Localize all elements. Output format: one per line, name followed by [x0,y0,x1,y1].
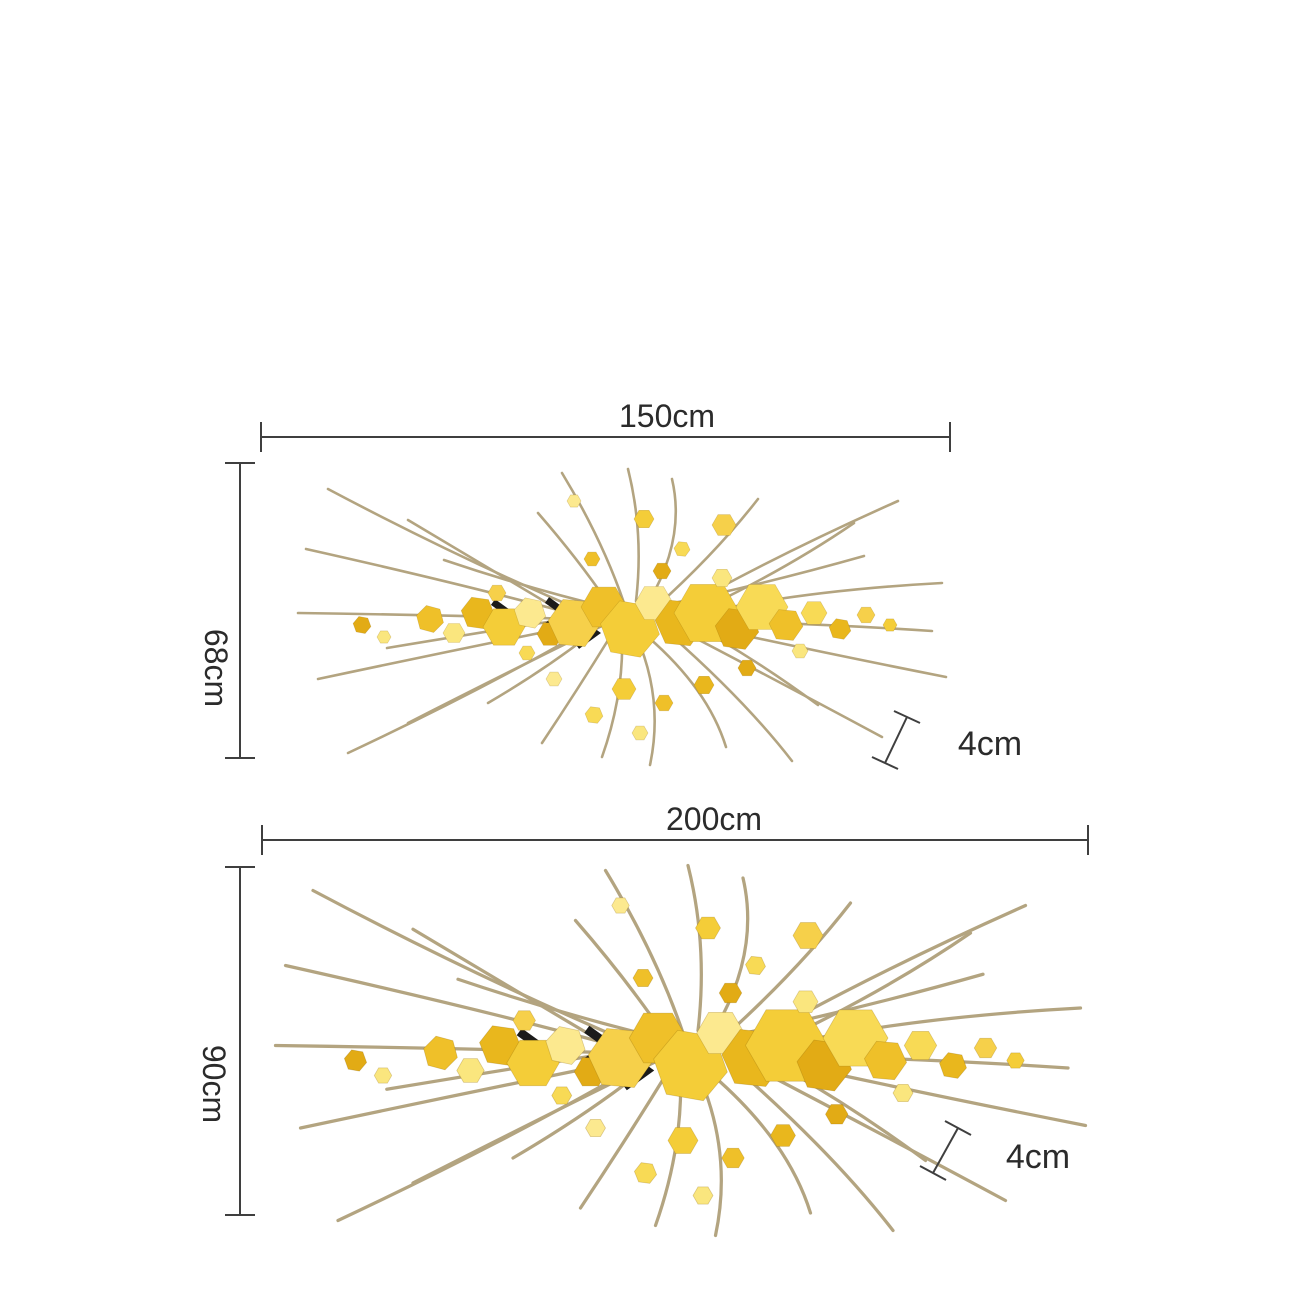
hexagon-mirror [693,676,715,694]
size2-depth-label: 4cm [1005,1138,1071,1176]
hexagon-mirror [792,922,824,949]
hexagon-mirror [512,1010,536,1031]
start-tick [893,710,921,724]
size1-depth-label: 4cm [957,725,1023,763]
hexagon-mirror [737,659,757,677]
wire-stem [748,1063,1008,1203]
hexagon-mirror [373,1067,393,1084]
wire-stem [711,1073,813,1215]
hexagon-mirror [566,494,582,508]
hexagon-mirror [770,1124,796,1147]
size1-depth-dimension [871,710,921,770]
hexagon-mirror [343,1049,368,1072]
hexagon-mirror [584,706,604,724]
hexagon-mirror [828,618,852,640]
hexagon-mirror [692,1186,714,1205]
wire-stem [721,901,853,1040]
hexagon-mirror [939,1052,967,1079]
dimension-line [932,1127,959,1174]
hexagon-mirror [882,618,898,632]
size1-height-label: 68cm [198,628,234,708]
end-tick [871,756,899,770]
hexagon-mirror [652,562,672,580]
end-tick [919,1165,947,1181]
wire-stem [646,635,728,749]
hexagon-mirror [745,955,766,976]
hexagon-mirror [973,1037,998,1059]
hexagon-mirror [376,630,392,644]
wire-stem [326,487,594,617]
size1-height-dimension [225,462,255,759]
hexagon-mirror [856,606,876,624]
wire-stem [654,497,760,609]
wall-art-size1-illustration [296,467,948,767]
wire-stem [311,888,645,1050]
start-tick [944,1120,972,1136]
size2-height-label: 90cm [196,1044,232,1124]
size1-width-label: 150cm [618,398,716,434]
wire-stem [626,467,640,603]
hexagon-mirror [800,601,828,625]
wire-stem [603,868,685,1035]
hexagon-mirror [768,609,804,641]
hexagon-mirror [718,982,743,1004]
wire-stem [411,927,610,1048]
size2-height-dimension [225,866,255,1216]
hexagon-mirror [711,514,737,536]
hexagon-mirror [721,1147,745,1169]
hexagon-mirror [551,1086,573,1105]
hexagon-mirror [456,1058,485,1083]
hexagon-mirror [513,597,547,629]
wire-stem [283,963,635,1053]
hexagon-mirror [545,671,563,687]
hexagon-mirror [487,584,507,602]
wire-stem [711,876,750,1035]
size2-width-label: 200cm [665,801,763,837]
dimension-line [884,716,908,764]
hexagon-mirror [673,541,691,557]
wire-stem [686,863,703,1033]
hexagon-mirror [825,1104,849,1125]
hexagon-mirror [423,1035,458,1071]
size2-depth-dimension [919,1120,972,1181]
hexagon-mirror [518,645,536,661]
hexagon-mirror [654,694,674,712]
wire-stem [578,1073,668,1210]
wire-stem [560,471,626,605]
hexagon-mirror [792,990,819,1013]
hexagon-mirror [633,509,655,528]
wire-stem [646,477,678,605]
hexagon-mirror [416,605,444,633]
hexagon-mirror [711,569,733,587]
wire-stem [676,627,884,739]
hexagon-mirror [903,1030,938,1061]
hexagon-mirror [611,678,637,700]
wire-stem [662,627,794,763]
hexagon-mirror [863,1040,908,1081]
hexagon-mirror [442,623,466,643]
hexagon-mirror [583,551,601,567]
hexagon-mirror [631,725,649,741]
hexagon-mirror [545,1026,586,1065]
hexagon-mirror [632,968,654,988]
hexagon-mirror [892,1084,914,1102]
size2-width-dimension [261,825,1089,855]
hexagon-mirror [585,1119,606,1137]
hexagon-mirror [352,616,372,634]
size1-width-dimension [260,422,951,452]
hexagon-mirror [667,1127,699,1154]
hexagon-mirror [791,643,809,659]
hexagon-mirror [506,1039,560,1087]
wire-stem [731,1063,895,1233]
hexagon-mirror [482,608,526,646]
hexagon-mirror [611,897,630,914]
wall-art-size2-illustration [273,863,1088,1238]
wire-stem [540,635,612,745]
hexagon-mirror [695,916,721,940]
hexagon-mirror [1006,1052,1025,1069]
hexagon-mirror [633,1162,658,1184]
